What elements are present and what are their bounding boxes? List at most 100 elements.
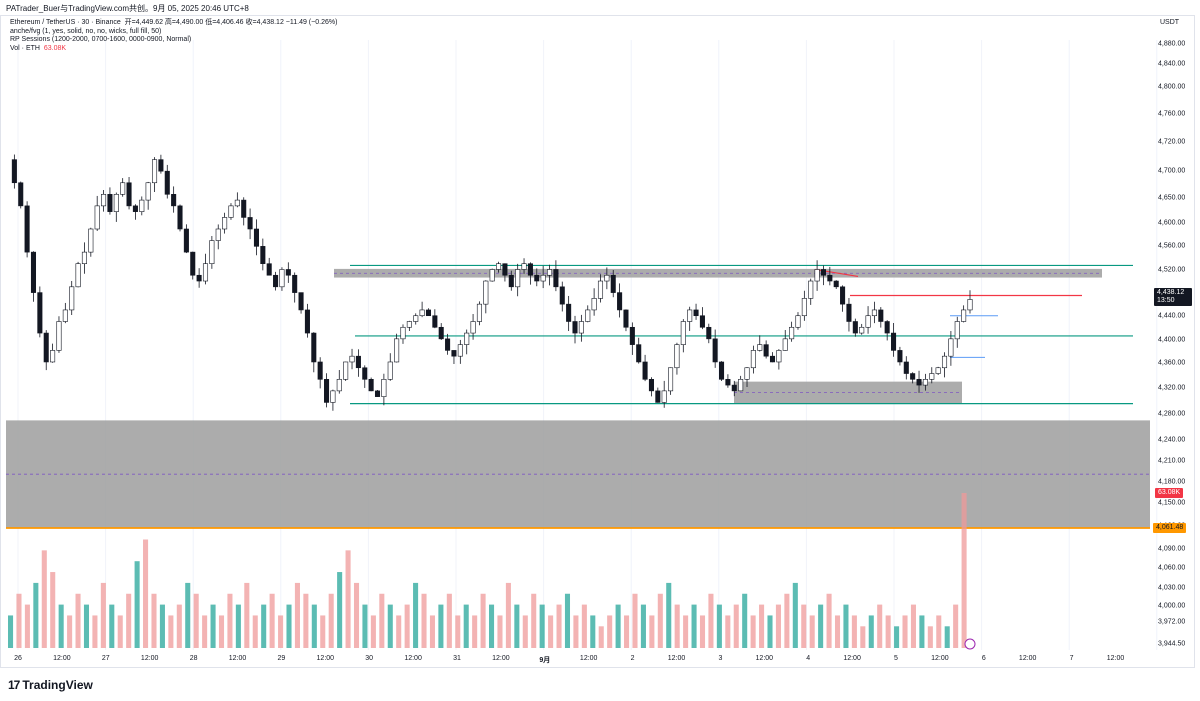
volume-bar	[624, 615, 630, 648]
time-tick-label: 12:00	[755, 655, 774, 662]
candle-body	[871, 309, 877, 317]
candle-body	[763, 344, 769, 357]
candle-body	[413, 315, 419, 322]
price-tick-label: 4,700.00	[1158, 167, 1186, 175]
candle-body	[317, 361, 323, 380]
candle-body	[438, 326, 444, 340]
volume-bar	[877, 604, 883, 648]
volume-bar	[750, 615, 756, 648]
candle-body	[833, 280, 839, 288]
volume-bar	[134, 561, 140, 648]
candle-body	[152, 159, 158, 184]
candle-body	[368, 379, 374, 392]
candle-body	[674, 344, 680, 369]
time-tick-label: 12:00	[579, 655, 598, 662]
candle-body	[642, 361, 648, 380]
candle-body	[521, 263, 527, 270]
tradingview-logo[interactable]: 17 TradingView	[8, 678, 93, 692]
candle-body	[757, 344, 763, 351]
volume-bar	[328, 593, 334, 648]
candle-body	[859, 326, 865, 334]
time-tick-label: 30	[365, 655, 374, 662]
candle-body	[687, 309, 693, 322]
candle-body	[432, 315, 438, 328]
tradingview-logo-icon: 17	[8, 678, 20, 692]
candle-body	[101, 194, 107, 207]
candle-body	[355, 355, 361, 369]
last-price-badge: 4,438.12 13:50	[1154, 288, 1192, 306]
candle-body	[884, 321, 890, 334]
volume-bar	[370, 615, 376, 648]
legend-symbol[interactable]: Ethereum / TetherUS · 30 · Binance	[10, 19, 121, 26]
legend-volume-label[interactable]: Vol · ETH	[10, 44, 40, 52]
candle-body	[903, 361, 909, 374]
volume-bar	[607, 615, 613, 648]
page-title: PATrader_Buer与TradingView.com共创。9月 05, 2…	[6, 4, 249, 13]
candle-body	[394, 338, 400, 363]
candle-body	[769, 355, 776, 363]
candle-body	[419, 309, 425, 317]
volume-bar	[67, 615, 73, 648]
candle-body	[190, 251, 196, 276]
candle-body	[324, 379, 330, 403]
volume-bar	[218, 615, 225, 648]
volume-bar	[227, 593, 233, 648]
time-tick-label: 5	[894, 655, 898, 662]
candle-body	[343, 361, 349, 380]
volume-bar	[860, 626, 866, 648]
price-tick-label: 4,600.00	[1158, 219, 1186, 227]
legend-indicator-sessions[interactable]: RP Sessions (1200-2000, 0700-1600, 0000-…	[10, 36, 192, 43]
candle-body	[37, 292, 43, 334]
candle-body	[406, 321, 412, 328]
volume-bar	[396, 615, 402, 648]
volume-bar	[261, 604, 267, 648]
candle-body	[840, 286, 846, 305]
candle-body	[158, 159, 164, 172]
volume-bar	[573, 615, 579, 648]
volume-bar	[927, 626, 933, 648]
candle-body	[171, 194, 177, 207]
volume-bar	[683, 615, 689, 648]
volume-bar	[185, 582, 191, 648]
price-unit[interactable]: USDT	[1160, 19, 1180, 26]
volume-bar	[894, 626, 900, 648]
volume-bar	[708, 593, 714, 648]
price-tick-label: 3,972.00	[1158, 618, 1186, 626]
legend-indicator-fvg[interactable]: anche/fvg (1, yes, solid, no, no, wicks,…	[10, 27, 162, 35]
volume-bar	[826, 593, 832, 648]
candle-body	[81, 251, 87, 264]
volume-bar	[801, 604, 807, 648]
volume-bar	[413, 582, 419, 648]
price-tick-label: 4,650.00	[1158, 194, 1186, 202]
price-tick-label: 4,030.00	[1158, 584, 1186, 592]
price-tick-label: 4,000.00	[1158, 602, 1186, 610]
volume-bar	[353, 582, 360, 648]
volume-bar	[691, 604, 697, 648]
candle-body	[891, 332, 897, 351]
time-tick-label: 12:00	[1106, 655, 1125, 662]
volume-bar	[294, 582, 300, 648]
price-tick-label: 4,440.00	[1158, 312, 1186, 320]
price-tick-label: 4,720.00	[1158, 138, 1186, 146]
volume-bar	[497, 615, 503, 648]
candle-body	[183, 228, 189, 253]
candle-body	[776, 350, 782, 363]
price-tick-label: 4,840.00	[1158, 60, 1186, 68]
volume-bar	[784, 593, 790, 648]
time-tick-label: 12:00	[492, 655, 510, 662]
volume-bar	[564, 593, 571, 648]
legend-volume-value: 63.08K	[43, 44, 67, 52]
candle-body	[113, 194, 119, 212]
volume-bar	[843, 604, 849, 648]
price-tick-label: 4,360.00	[1158, 359, 1186, 367]
candle-body	[827, 274, 833, 282]
volume-bar	[699, 615, 706, 648]
volume-bar	[337, 572, 343, 648]
volume-bar	[632, 593, 638, 648]
candle-body	[457, 344, 463, 357]
time-tick-label: 4	[806, 655, 811, 662]
candle-body	[661, 390, 667, 403]
price-tick-label: 4,060.00	[1158, 564, 1186, 572]
candle-body	[311, 332, 317, 363]
